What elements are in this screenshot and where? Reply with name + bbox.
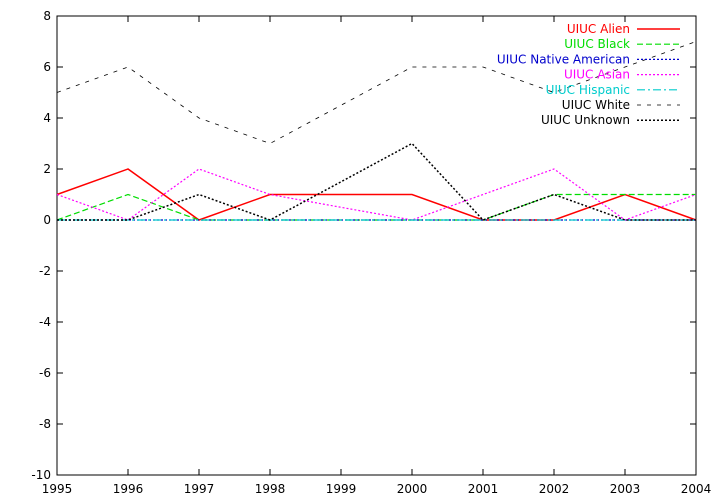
series-lines [56,41,697,221]
y-tick-label: -6 [39,366,51,380]
x-tick-label: 2004 [681,482,712,496]
y-tick-label: 8 [43,9,51,23]
x-tick-label: 2002 [539,482,570,496]
x-tick-label: 2000 [397,482,428,496]
x-tick-label: 1998 [255,482,286,496]
series-line [56,168,697,221]
x-tick-label: 1995 [42,482,73,496]
legend-label: UIUC White [562,98,630,112]
y-tick-label: 6 [43,60,51,74]
y-tick-label: 4 [43,111,51,125]
y-tick-label: -4 [39,315,51,329]
legend-label: UIUC Unknown [541,113,630,127]
series-line [56,41,697,144]
series-line [57,142,696,221]
y-tick-label: 0 [43,213,51,227]
x-tick-label: 1996 [113,482,144,496]
y-tick-label: 2 [43,162,51,176]
y-tick-label: -10 [31,468,51,482]
legend-label: UIUC Alien [567,22,630,36]
y-tick-label: -2 [39,264,51,278]
y-tick-label: -8 [39,417,51,431]
legend-label: UIUC Native American [497,52,630,66]
legend-label: UIUC Black [564,37,630,51]
x-tick-label: 2003 [610,482,641,496]
x-tick-label: 1997 [184,482,215,496]
series-line [56,168,697,221]
x-tick-label: 1999 [326,482,357,496]
legend-label: UIUC Asian [564,68,630,82]
x-tick-label: 2001 [468,482,499,496]
legend-label: UIUC Hispanic [546,83,630,97]
plot-frame [56,15,697,476]
series-line [56,193,696,221]
